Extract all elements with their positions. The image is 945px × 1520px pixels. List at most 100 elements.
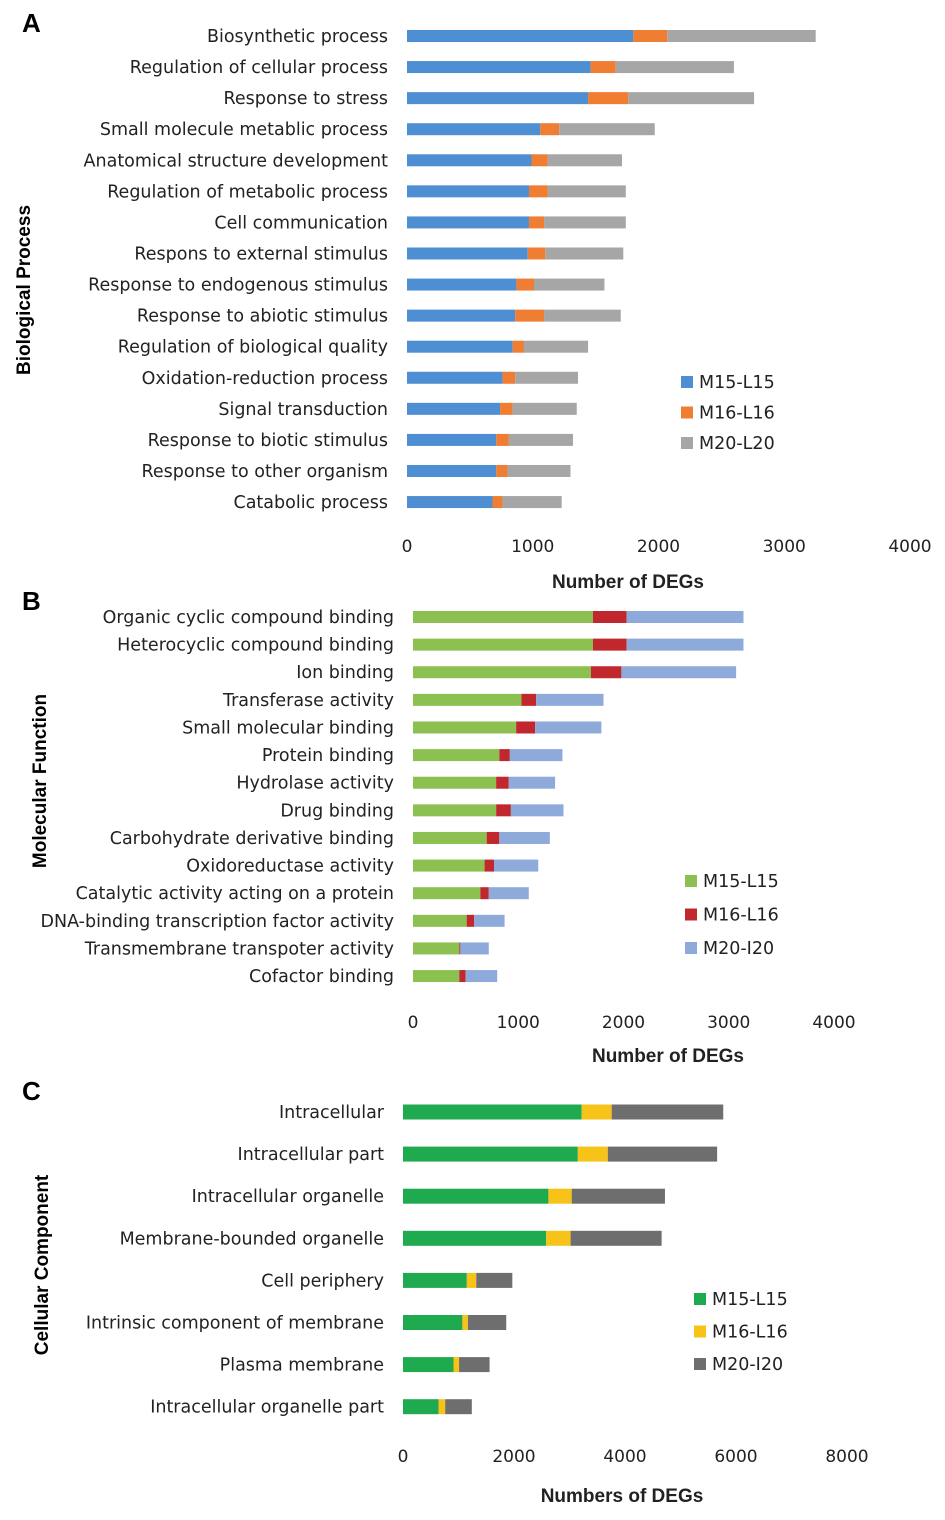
category-label-small-molecule-metablic-process: Small molecule metablic process (100, 120, 388, 140)
category-label-hydrolase-activity: Hydrolase activity (236, 774, 394, 794)
bar-response-to-abiotic-stimulus-m15-l15 (407, 309, 516, 322)
y-axis-title: Molecular Function (30, 694, 51, 868)
bar-response-to-stress-m20-l20 (628, 92, 755, 105)
bar-heterocyclic-compound-binding-m20-i20 (626, 638, 744, 651)
category-label-ion-binding: Ion binding (296, 663, 394, 683)
bar-small-molecule-metablic-process-m16-l16 (540, 123, 560, 136)
legend-swatch-m20-i20 (694, 1358, 706, 1370)
category-label-response-to-endogenous-stimulus: Response to endogenous stimulus (88, 276, 388, 296)
bar-organic-cyclic-compound-binding-m15-l15 (413, 611, 593, 623)
bar-cofactor-binding-m16-l16 (459, 970, 466, 983)
bar-anatomical-structure-development-m16-l16 (531, 154, 548, 167)
category-label-response-to-biotic-stimulus: Response to biotic stimulus (148, 431, 388, 451)
category-label-regulation-of-cellular-process: Regulation of cellular process (130, 58, 388, 78)
bar-regulation-of-metabolic-process-m16-l16 (528, 185, 548, 198)
bar-plasma-membrane-m16-l16 (453, 1357, 460, 1373)
category-label-regulation-of-biological-quality: Regulation of biological quality (118, 338, 388, 358)
category-label-anatomical-structure-development: Anatomical structure development (84, 151, 389, 171)
category-label-cell-periphery: Cell periphery (261, 1271, 384, 1291)
x-tick-label: 8000 (825, 1447, 868, 1467)
category-label-catabolic-process: Catabolic process (233, 493, 388, 513)
bar-regulation-of-biological-quality-m20-l20 (523, 340, 589, 353)
category-label-response-to-other-organism: Response to other organism (142, 462, 388, 482)
bar-response-to-endogenous-stimulus-m16-l16 (516, 278, 535, 291)
category-label-organic-cyclic-compound-binding: Organic cyclic compound binding (103, 608, 394, 628)
bar-hydrolase-activity-m16-l16 (496, 776, 509, 789)
x-tick-label: 0 (402, 537, 413, 557)
legend-swatch-m16-l16 (681, 406, 693, 419)
x-tick-label: 2000 (492, 1447, 535, 1467)
bar-oxidoreductase-activity-m16-l16 (484, 859, 495, 872)
category-label-transferase-activity: Transferase activity (222, 691, 394, 711)
bar-regulation-of-cellular-process-m20-l20 (615, 61, 734, 74)
bar-biosynthetic-process-m15-l15 (407, 30, 634, 42)
bar-response-to-other-organism-m20-l20 (507, 464, 571, 477)
bar-dna-binding-transcription-factor-activity-m15-l15 (413, 914, 467, 927)
bar-small-molecule-metablic-process-m20-l20 (559, 123, 655, 136)
bar-carbohydrate-derivative-binding-m16-l16 (486, 831, 500, 844)
legend-label-m16-l16: M16-L16 (712, 1323, 788, 1343)
legend-swatch-m16-l16 (685, 908, 697, 921)
panel-a: A Biological Process Biosynthetic process R… (14, 8, 932, 593)
bar-intracellular-m16-l16 (581, 1104, 612, 1120)
category-label-intrinsic-component-of-membrane: Intrinsic component of membrane (86, 1314, 384, 1334)
bar-small-molecular-binding-m20-i20 (535, 721, 602, 734)
bar-drug-binding-m16-l16 (496, 804, 511, 817)
bar-catabolic-process-m20-l20 (502, 496, 562, 509)
x-axis-title: Numbers of DEGs (541, 1486, 704, 1507)
legend-label-m20-i20: M20-I20 (703, 939, 774, 959)
bar-cell-communication-m20-l20 (544, 216, 626, 229)
bar-response-to-stress-m16-l16 (588, 92, 629, 105)
bar-intracellular-organelle-m15-l15 (403, 1188, 549, 1204)
bar-dna-binding-transcription-factor-activity-m16-l16 (466, 914, 475, 927)
bar-signal-transduction-m16-l16 (500, 402, 513, 415)
bar-anatomical-structure-development-m15-l15 (407, 154, 532, 167)
bar-cell-periphery-m15-l15 (403, 1272, 467, 1288)
bar-small-molecular-binding-m15-l15 (413, 721, 517, 734)
category-label-respons-to-external-stimulus: Respons to external stimulus (134, 244, 388, 264)
category-label-carbohydrate-derivative-binding: Carbohydrate derivative binding (110, 829, 394, 849)
category-label-signal-transduction: Signal transduction (218, 400, 388, 420)
bar-small-molecular-binding-m16-l16 (516, 721, 536, 734)
x-tick-label: 4000 (888, 537, 931, 557)
bar-hydrolase-activity-m15-l15 (413, 776, 497, 789)
legend-swatch-m16-l16 (694, 1325, 706, 1338)
bar-catalytic-activity-acting-on-a-protein-m20-i20 (488, 887, 529, 900)
bar-regulation-of-biological-quality-m15-l15 (407, 340, 513, 353)
category-label-intracellular-part: Intracellular part (238, 1145, 385, 1165)
category-label-small-molecular-binding: Small molecular binding (182, 718, 394, 738)
bar-small-molecule-metablic-process-m15-l15 (407, 123, 541, 136)
bar-response-to-biotic-stimulus-m15-l15 (407, 433, 497, 446)
bar-membrane-bounded-organelle-m15-l15 (403, 1230, 547, 1246)
bar-transmembrane-transpoter-activity-m16-l16 (459, 942, 461, 955)
panel-letter: B (22, 586, 41, 616)
legend-label-m15-l15: M15-L15 (703, 872, 779, 892)
category-label-heterocyclic-compound-binding: Heterocyclic compound binding (117, 636, 394, 656)
bar-respons-to-external-stimulus-m20-l20 (545, 247, 624, 260)
bar-catabolic-process-m15-l15 (407, 496, 493, 509)
bar-biosynthetic-process-m16-l16 (633, 30, 668, 42)
category-label-intracellular: Intracellular (279, 1103, 385, 1123)
bar-plasma-membrane-m20-i20 (459, 1357, 490, 1373)
legend-label-m15-l15: M15-L15 (699, 373, 775, 393)
bar-intracellular-m15-l15 (403, 1104, 582, 1120)
bar-transmembrane-transpoter-activity-m15-l15 (413, 942, 460, 955)
panel-b: B Molecular Function Organic cyclic compou… (22, 586, 856, 1067)
bar-cell-periphery-m16-l16 (466, 1272, 477, 1288)
bar-hydrolase-activity-m20-i20 (508, 776, 556, 789)
x-tick-label: 1000 (497, 1013, 540, 1033)
bar-intracellular-part-m20-i20 (607, 1146, 718, 1162)
legend-swatch-m20-l20 (681, 437, 693, 449)
x-tick-label: 2000 (637, 537, 680, 557)
panel-letter: C (22, 1076, 41, 1106)
bar-response-to-endogenous-stimulus-m15-l15 (407, 278, 517, 291)
bar-transferase-activity-m15-l15 (413, 693, 522, 706)
bar-oxidation-reduction-process-m15-l15 (407, 371, 503, 384)
bar-response-to-other-organism-m16-l16 (496, 464, 508, 477)
bar-regulation-of-cellular-process-m15-l15 (407, 61, 591, 74)
bar-protein-binding-m15-l15 (413, 749, 500, 762)
bar-intracellular-m20-i20 (611, 1104, 724, 1120)
bar-oxidoreductase-activity-m15-l15 (413, 859, 485, 872)
x-tick-label: 3000 (763, 537, 806, 557)
